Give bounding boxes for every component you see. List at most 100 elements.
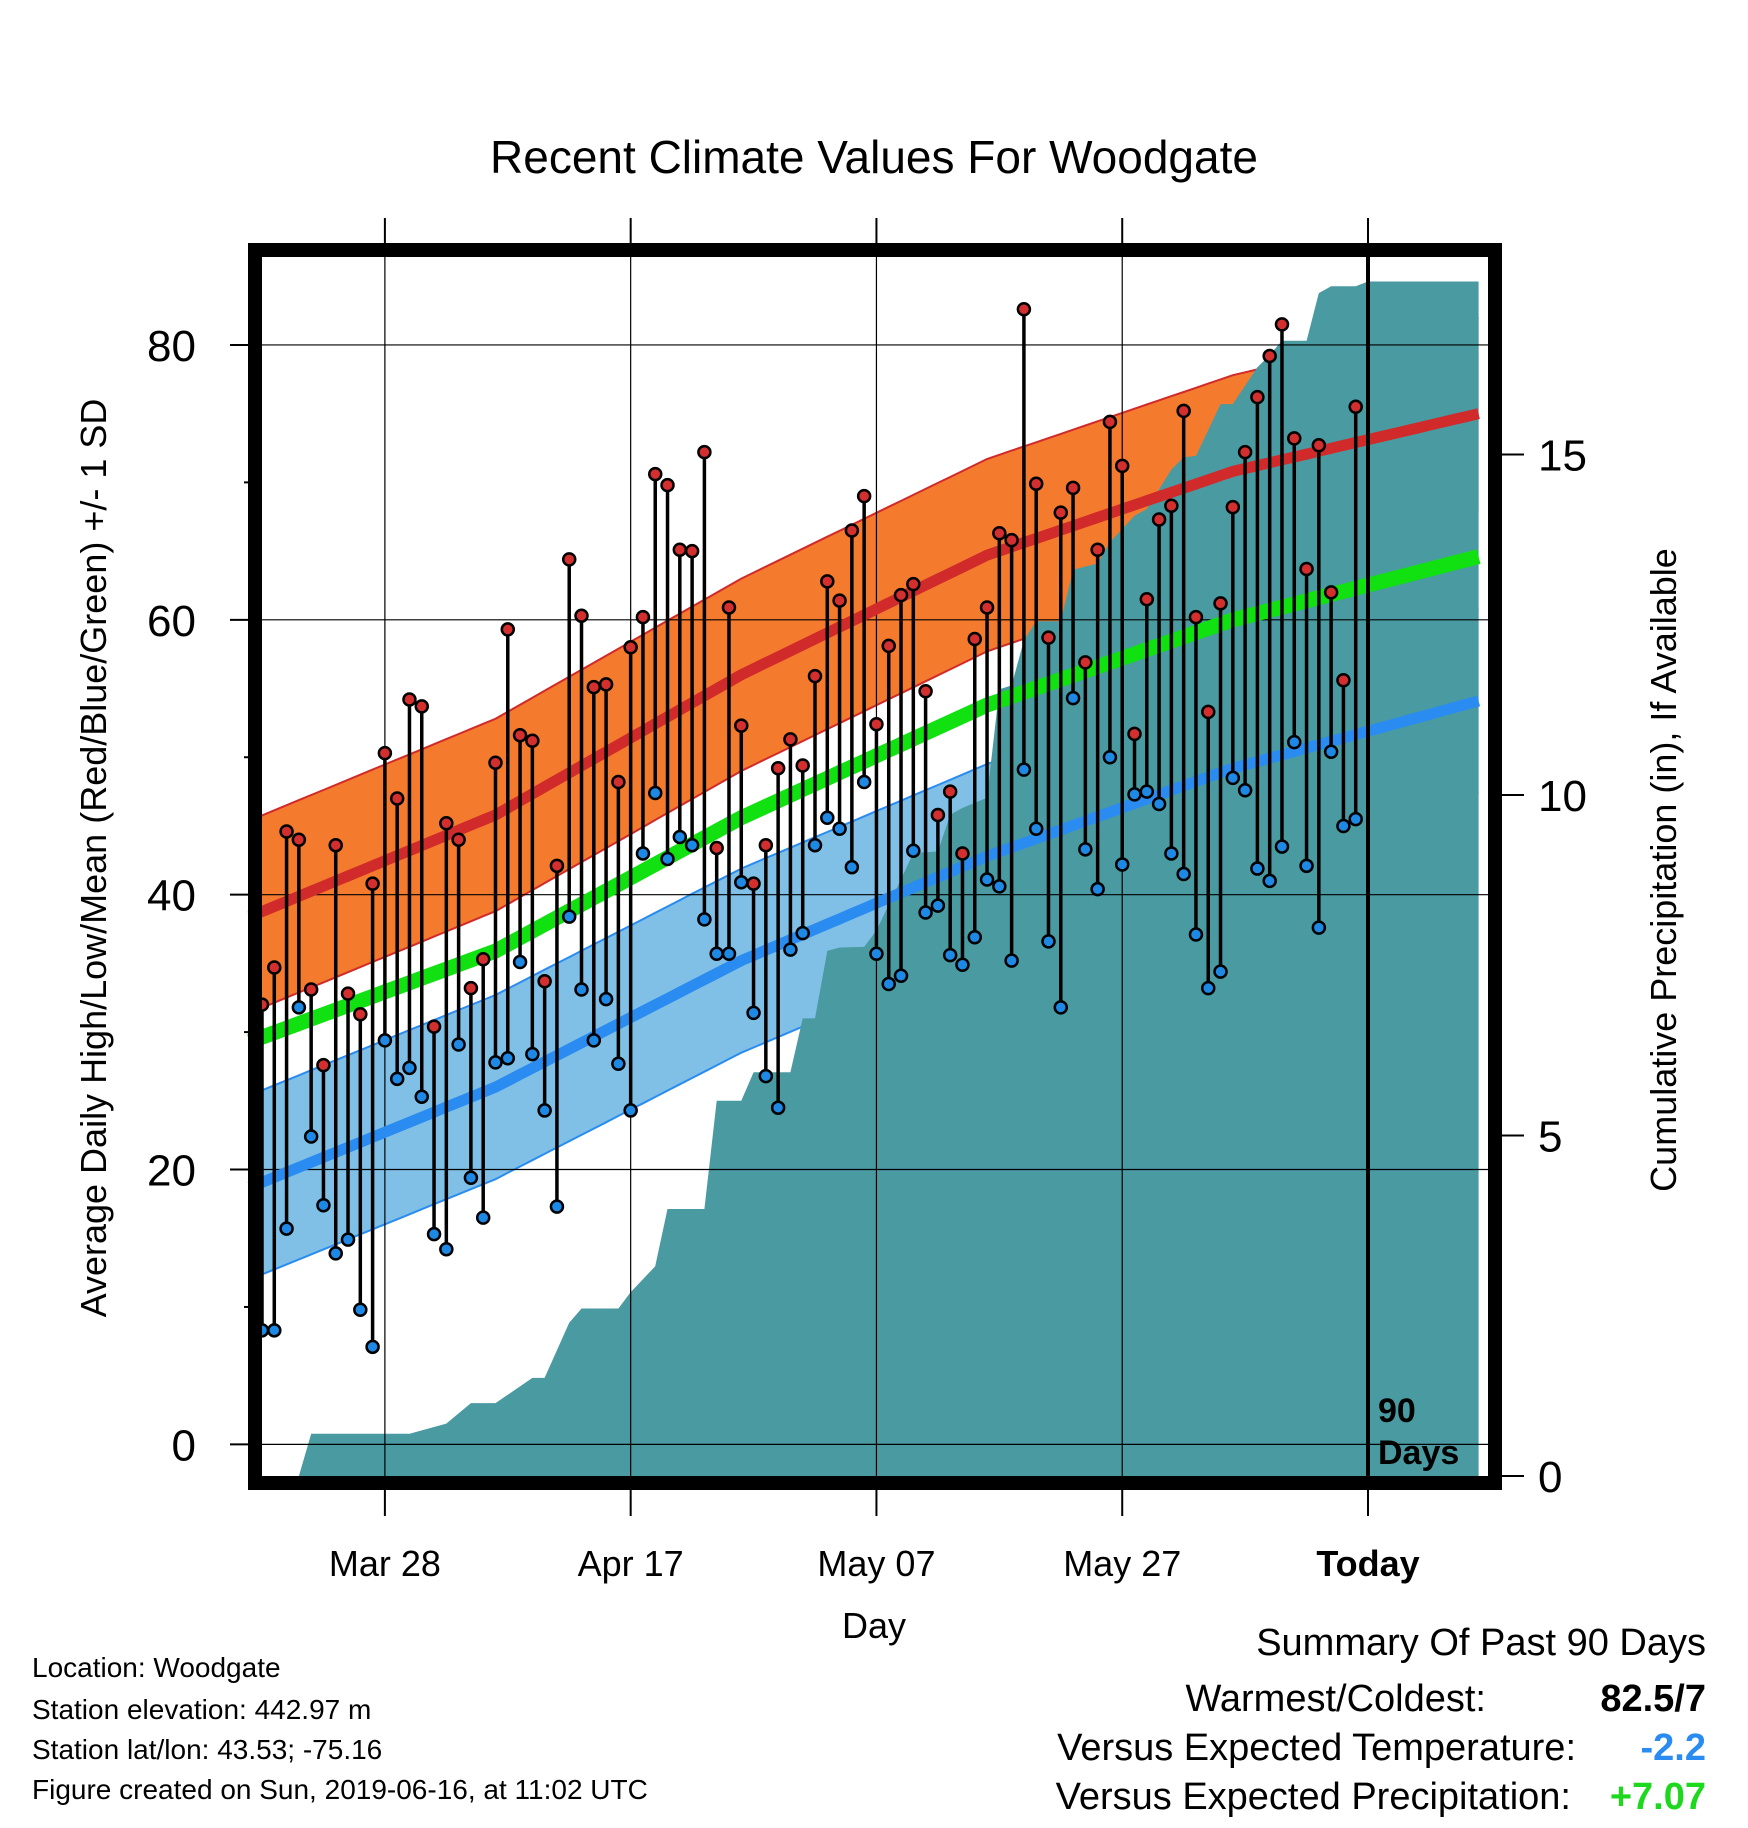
daily-high-point bbox=[512, 728, 528, 743]
daily-high-point bbox=[758, 837, 774, 853]
daily-high-point bbox=[291, 832, 307, 847]
daily-low-point bbox=[463, 1170, 479, 1186]
daily-high-point bbox=[561, 552, 577, 567]
daily-low-point bbox=[709, 946, 724, 962]
daily-low-point bbox=[500, 1050, 516, 1066]
daily-high-point bbox=[893, 587, 909, 603]
daily-low-point bbox=[525, 1046, 540, 1062]
daily-high-point bbox=[475, 952, 491, 967]
daily-low-point bbox=[316, 1198, 331, 1213]
x-axis-label: Day bbox=[842, 1605, 906, 1646]
daily-high-point bbox=[611, 774, 626, 790]
daily-low-point bbox=[832, 821, 847, 836]
daily-low-point bbox=[291, 1000, 307, 1015]
daily-low-point bbox=[402, 1060, 417, 1076]
daily-high-point bbox=[1348, 399, 1363, 415]
daily-high-point bbox=[1287, 431, 1302, 446]
daily-high-point bbox=[795, 758, 810, 773]
daily-low-point bbox=[451, 1037, 466, 1052]
daily-low-point bbox=[1078, 842, 1093, 857]
daily-low-point bbox=[844, 859, 860, 875]
daily-low-point bbox=[930, 898, 946, 913]
daily-low-point bbox=[955, 957, 970, 973]
daily-high-point bbox=[1139, 591, 1155, 607]
daily-high-point bbox=[1299, 561, 1314, 577]
daily-high-point bbox=[402, 692, 417, 707]
daily-low-point bbox=[549, 1199, 565, 1214]
daily-low-point bbox=[1004, 953, 1019, 968]
daily-high-point bbox=[500, 622, 516, 637]
daily-high-point bbox=[992, 525, 1007, 541]
daily-low-point bbox=[1151, 796, 1167, 812]
daily-low-point bbox=[881, 976, 896, 992]
summary-precip-label: Versus Expected Precipitation: bbox=[1055, 1776, 1571, 1818]
daily-high-point bbox=[574, 608, 589, 623]
daily-low-point bbox=[623, 1103, 638, 1118]
daily-high-point bbox=[1311, 438, 1327, 453]
daily-low-point bbox=[611, 1056, 626, 1071]
x-tick-label: May 07 bbox=[817, 1543, 935, 1584]
daily-low-point bbox=[414, 1089, 430, 1104]
daily-high-point bbox=[1102, 414, 1118, 430]
daily-high-point bbox=[820, 574, 835, 589]
daily-high-point bbox=[1114, 458, 1130, 474]
daily-high-point bbox=[684, 543, 700, 559]
daily-high-point bbox=[955, 846, 970, 861]
daily-high-point bbox=[439, 815, 454, 831]
daily-high-point bbox=[1176, 403, 1191, 419]
daily-high-point bbox=[770, 760, 786, 776]
daily-high-point bbox=[365, 876, 380, 891]
daily-low-point bbox=[488, 1055, 503, 1070]
summary-precip-row: Versus Expected Precipitation: +7.07 bbox=[1056, 1778, 1706, 1816]
daily-high-point bbox=[1274, 317, 1290, 332]
daily-low-point bbox=[365, 1339, 380, 1355]
daily-low-point bbox=[1225, 770, 1241, 786]
summary-heading: Summary Of Past 90 Days bbox=[1256, 1622, 1706, 1664]
daily-high-point bbox=[807, 668, 823, 684]
y2-tick-label: 15 bbox=[1538, 431, 1587, 480]
daily-low-point bbox=[1200, 980, 1216, 996]
y2-tick-label: 5 bbox=[1538, 1112, 1562, 1161]
summary-warmest-row: Warmest/Coldest: 82.5/7 bbox=[1185, 1680, 1706, 1718]
daily-high-point bbox=[967, 631, 983, 647]
daily-high-point bbox=[1164, 498, 1179, 513]
daily-high-point bbox=[328, 837, 343, 853]
daily-low-point bbox=[1041, 934, 1056, 949]
x-tick-label: Today bbox=[1316, 1543, 1419, 1584]
daily-low-point bbox=[942, 947, 958, 963]
y2-tick-label: 0 bbox=[1538, 1453, 1562, 1502]
daily-high-point bbox=[389, 791, 405, 806]
daily-low-point bbox=[672, 829, 688, 845]
daily-high-point bbox=[1078, 655, 1093, 670]
daily-high-point bbox=[353, 1006, 368, 1022]
daily-high-point bbox=[1200, 704, 1216, 720]
daily-low-point bbox=[734, 875, 749, 890]
daily-high-point bbox=[1336, 673, 1351, 688]
daily-high-point bbox=[697, 444, 712, 460]
daily-low-point bbox=[1139, 784, 1155, 799]
daily-high-point bbox=[414, 699, 430, 714]
summary-temp-value: -2.2 bbox=[1640, 1727, 1706, 1769]
daily-low-point bbox=[783, 942, 798, 957]
daily-low-point bbox=[1053, 1000, 1069, 1015]
daily-high-point bbox=[869, 717, 884, 732]
daily-low-point bbox=[1250, 861, 1265, 876]
daily-low-point bbox=[1299, 858, 1314, 874]
footer-latlon: Station lat/lon: 43.53; -75.16 bbox=[32, 1734, 383, 1765]
daily-high-point bbox=[1016, 301, 1032, 317]
daily-high-point bbox=[1250, 389, 1265, 405]
daily-high-point bbox=[635, 609, 651, 625]
daily-low-point bbox=[1188, 927, 1204, 942]
daily-high-point bbox=[881, 638, 896, 654]
daily-high-point bbox=[1151, 512, 1167, 527]
daily-high-point bbox=[340, 986, 356, 1001]
daily-low-point bbox=[586, 1033, 602, 1048]
daily-high-point bbox=[832, 593, 847, 608]
daily-low-point bbox=[1311, 920, 1327, 935]
daily-high-point bbox=[537, 974, 552, 989]
footer-created: Figure created on Sun, 2019-06-16, at 11… bbox=[32, 1774, 648, 1805]
chart-title: Recent Climate Values For Woodgate bbox=[490, 131, 1258, 183]
daily-high-point bbox=[623, 640, 638, 655]
daily-high-point bbox=[488, 755, 503, 770]
